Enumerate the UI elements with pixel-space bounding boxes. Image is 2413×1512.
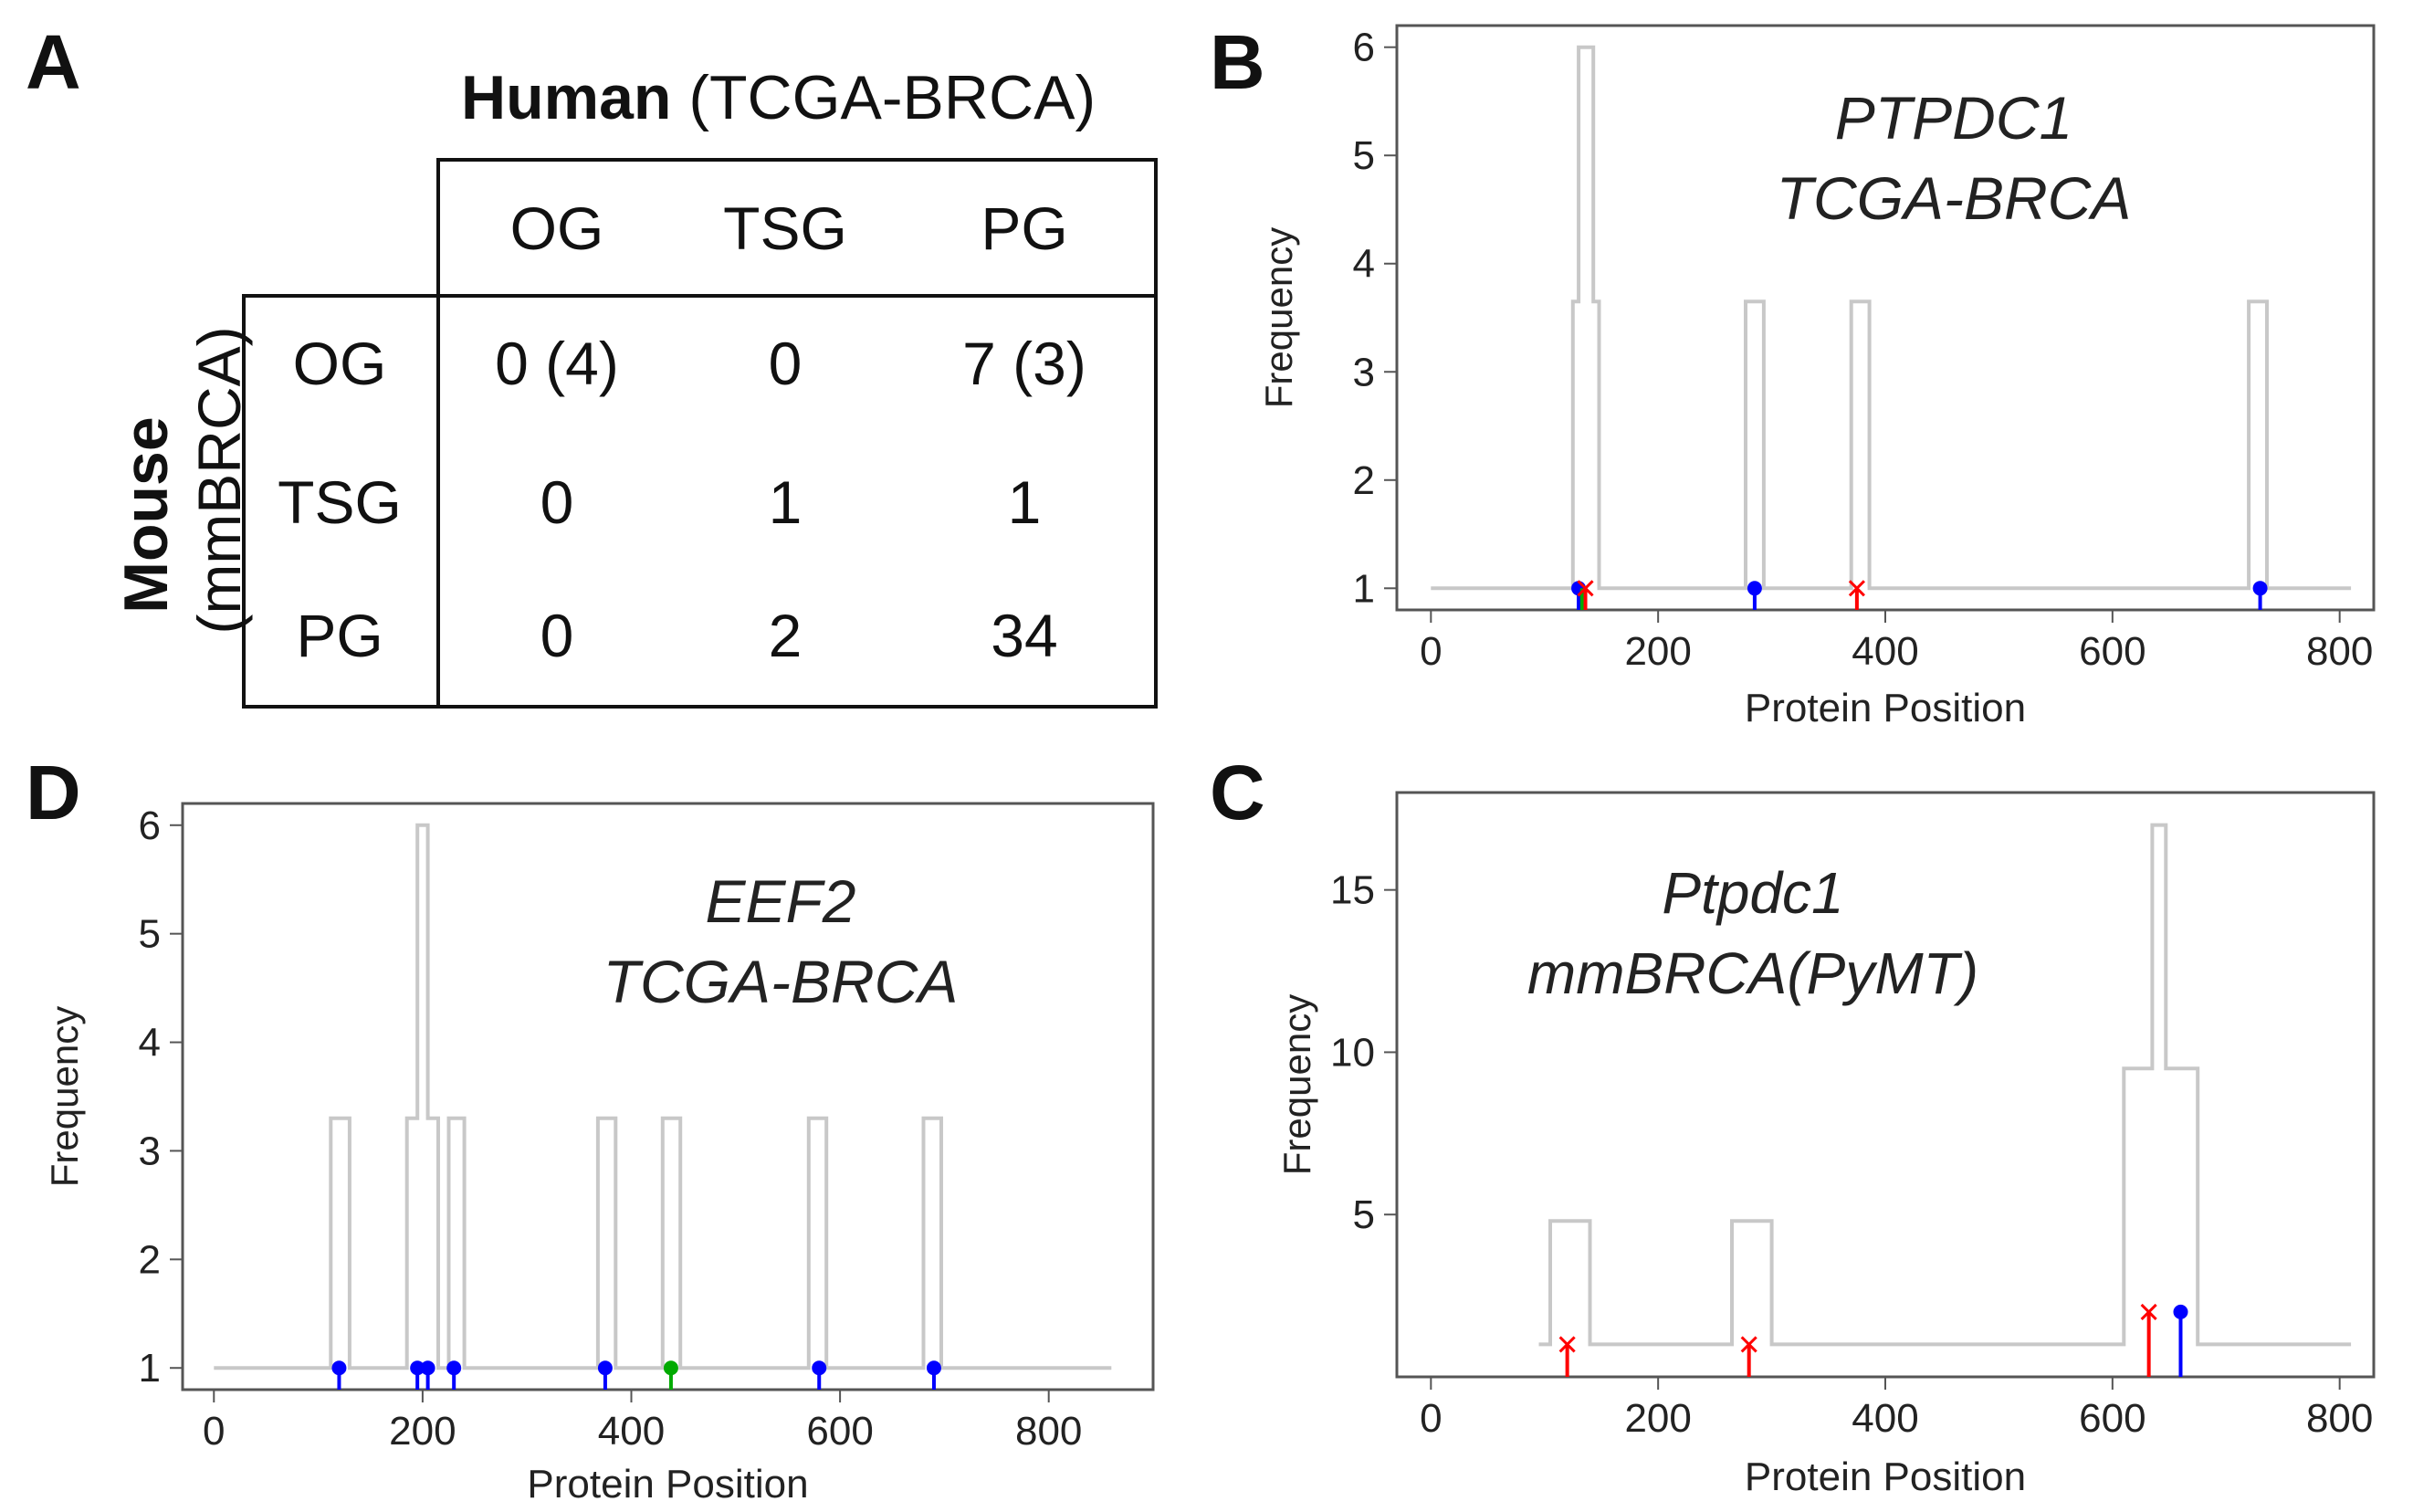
col-header-tsg: TSG bbox=[723, 194, 847, 262]
x-tick-label: 400 bbox=[598, 1409, 665, 1454]
y-tick-label: 1 bbox=[1353, 566, 1375, 611]
mutation-dot bbox=[410, 1360, 425, 1376]
chart-title-line: PTPDC1 bbox=[1835, 84, 2072, 152]
table-cell: 0 bbox=[540, 468, 574, 536]
y-tick-label: 4 bbox=[139, 1021, 161, 1066]
x-tick-label: 0 bbox=[1420, 1396, 1442, 1441]
mutation-dot bbox=[1747, 581, 1762, 596]
mutation-cross bbox=[1558, 1336, 1576, 1353]
table-cell: 0 bbox=[768, 330, 803, 397]
mutation-dot bbox=[2252, 581, 2268, 596]
y-tick-label: 3 bbox=[139, 1129, 161, 1173]
panel-letter-b: B bbox=[1210, 19, 1265, 105]
x-tick-label: 200 bbox=[389, 1409, 456, 1454]
chart-title-line: EEF2 bbox=[705, 867, 855, 935]
human-label: Human bbox=[461, 63, 672, 132]
human-label-source: (TCGA-BRCA) bbox=[688, 63, 1096, 132]
y-tick-label: 4 bbox=[1353, 242, 1375, 287]
y-tick-label: 1 bbox=[139, 1346, 161, 1391]
y-tick-label: 3 bbox=[1353, 350, 1375, 394]
x-tick-label: 200 bbox=[1624, 629, 1691, 674]
row-header-pg: PG bbox=[296, 602, 383, 669]
x-tick-label: 600 bbox=[2079, 629, 2145, 674]
chart-d: 0 200 400 600 800 1 2 3 4 5 6 Protein Position Frequ… bbox=[43, 802, 1155, 1507]
mutation-dot bbox=[597, 1360, 613, 1376]
x-tick-label: 400 bbox=[1852, 629, 1918, 674]
human-header: Human (TCGA-BRCA) bbox=[461, 62, 1096, 133]
y-tick-label: 6 bbox=[139, 803, 161, 848]
y-tick-label: 6 bbox=[1353, 26, 1375, 70]
chart-title-line: mmBRCA(PyMT) bbox=[1527, 940, 1978, 1006]
y-tick-label: 2 bbox=[139, 1237, 161, 1282]
panel-letter-c: C bbox=[1210, 750, 1265, 835]
x-axis-label: Protein Position bbox=[1745, 686, 2026, 730]
plot-frame bbox=[1395, 791, 2376, 1379]
table-header-divider bbox=[242, 294, 1158, 298]
plot-frame bbox=[181, 802, 1155, 1391]
y-axis-label: Frequency bbox=[1275, 994, 1318, 1175]
x-tick-label: 600 bbox=[2079, 1396, 2145, 1441]
mutation-cross bbox=[1740, 1336, 1757, 1353]
row-header-tsg: TSG bbox=[278, 468, 402, 536]
table-left-border bbox=[242, 294, 246, 709]
panel-letter-a: A bbox=[26, 19, 81, 105]
chart-b: 0 200 400 600 800 1 2 3 4 5 6 Protein Position Frequ… bbox=[1257, 24, 2376, 730]
x-tick-label: 800 bbox=[2306, 1396, 2373, 1441]
table-bottom-border bbox=[242, 705, 1158, 709]
mutation-dot bbox=[663, 1360, 678, 1376]
x-tick-label: 200 bbox=[1624, 1396, 1691, 1441]
y-tick-label: 10 bbox=[1330, 1030, 1375, 1075]
y-tick-label: 5 bbox=[1353, 133, 1375, 178]
table-row-header-divider bbox=[436, 158, 440, 709]
y-tick-label: 15 bbox=[1330, 868, 1375, 913]
x-tick-label: 0 bbox=[203, 1409, 225, 1454]
table-cell: 0 (4) bbox=[495, 330, 619, 397]
x-tick-label: 800 bbox=[1015, 1409, 1082, 1454]
frequency-profile-line bbox=[1538, 823, 2352, 1347]
y-tick-label: 5 bbox=[139, 912, 161, 957]
mutation-dot bbox=[2173, 1304, 2188, 1319]
mutation-cross bbox=[1577, 580, 1594, 597]
x-axis-label: Protein Position bbox=[1745, 1454, 2026, 1499]
y-tick-label: 5 bbox=[1353, 1192, 1375, 1237]
table-cell: 34 bbox=[991, 602, 1058, 669]
mutation-dot bbox=[420, 1360, 435, 1376]
chart-title-line: TCGA-BRCA bbox=[603, 948, 959, 1015]
chart-title-line: TCGA-BRCA bbox=[1777, 164, 2132, 232]
table-cell: 7 (3) bbox=[962, 330, 1086, 397]
table-right-border bbox=[1154, 158, 1158, 709]
x-tick-label: 800 bbox=[2306, 629, 2373, 674]
y-axis-label: Frequency bbox=[43, 1006, 86, 1187]
table-cell: 1 bbox=[768, 468, 803, 536]
chart-c: 0 200 400 600 800 5 10 15 Protein Position Freque… bbox=[1275, 791, 2376, 1499]
table-cell: 1 bbox=[1007, 468, 1042, 536]
y-tick-label: 2 bbox=[1353, 458, 1375, 503]
table-top-border bbox=[436, 158, 1158, 162]
mutation-dot bbox=[446, 1360, 462, 1376]
mutation-dot bbox=[812, 1360, 827, 1376]
x-tick-label: 400 bbox=[1852, 1396, 1918, 1441]
mutation-cross bbox=[1848, 580, 1865, 597]
row-header-og: OG bbox=[292, 330, 387, 397]
panel-letter-d: D bbox=[26, 750, 81, 835]
mutation-dot bbox=[926, 1360, 941, 1376]
mutation-cross bbox=[2140, 1303, 2157, 1320]
table-cell: 2 bbox=[768, 602, 803, 669]
col-header-og: OG bbox=[509, 194, 604, 262]
y-axis-label: Frequency bbox=[1257, 227, 1300, 408]
x-axis-label: Protein Position bbox=[527, 1462, 808, 1507]
x-tick-label: 0 bbox=[1420, 629, 1442, 674]
frequency-profile-line bbox=[214, 823, 1112, 1370]
x-tick-label: 600 bbox=[806, 1409, 873, 1454]
mutation-dot bbox=[331, 1360, 347, 1376]
col-header-pg: PG bbox=[981, 194, 1068, 262]
table-cell: 0 bbox=[540, 602, 574, 669]
chart-title-line: Ptpdc1 bbox=[1662, 860, 1843, 926]
frequency-profile-line bbox=[1431, 45, 2352, 591]
